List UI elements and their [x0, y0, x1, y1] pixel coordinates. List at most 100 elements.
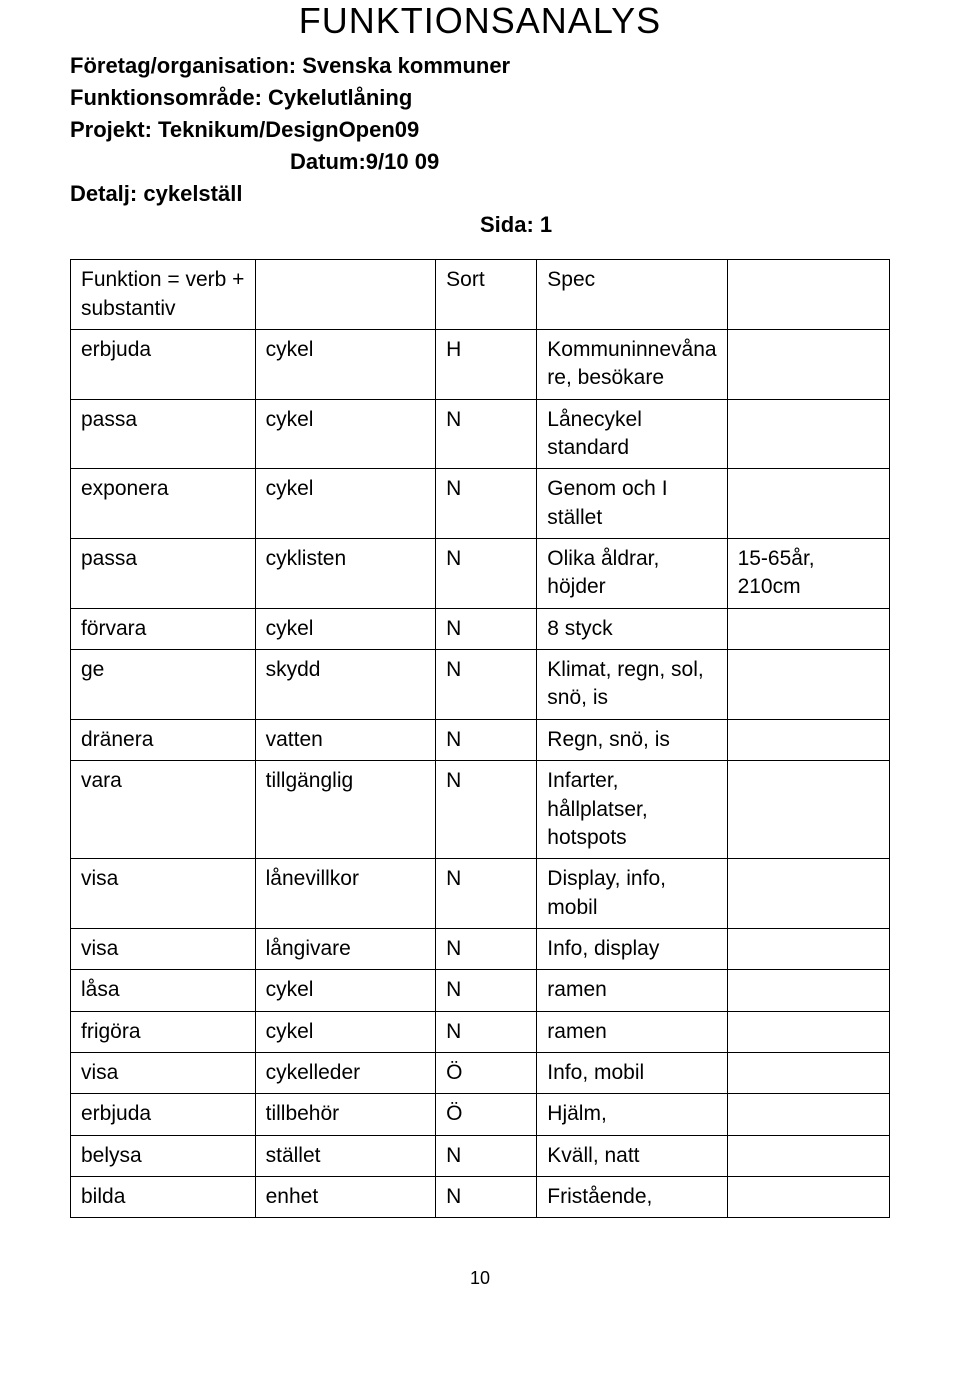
cell-spec: Info, mobil — [537, 1052, 727, 1093]
cell-noun: cyklisten — [255, 539, 436, 609]
cell-verb: dränera — [71, 719, 256, 760]
cell-extra — [727, 330, 889, 400]
cell-verb: belysa — [71, 1135, 256, 1176]
cell-verb: exponera — [71, 469, 256, 539]
cell-extra — [727, 469, 889, 539]
cell-verb: erbjuda — [71, 1094, 256, 1135]
cell-extra — [727, 761, 889, 859]
cell-sort: N — [436, 1135, 537, 1176]
cell-noun: cykel — [255, 1011, 436, 1052]
table-row: erbjudatillbehörÖHjälm, — [71, 1094, 890, 1135]
cell-verb: visa — [71, 928, 256, 969]
header-spec: Spec — [537, 260, 727, 330]
cell-noun: cykel — [255, 970, 436, 1011]
cell-extra — [727, 1011, 889, 1052]
document-page: FUNKTIONSANALYS Företag/organisation: Sv… — [0, 0, 960, 1329]
cell-spec: Infarter, hållplatser, hotspots — [537, 761, 727, 859]
function-analysis-table: Funktion = verb + substantivSortSpecerbj… — [70, 259, 890, 1218]
meta-area-label: Funktionsområde: — [70, 85, 262, 110]
cell-noun: långivare — [255, 928, 436, 969]
cell-extra — [727, 399, 889, 469]
meta-org-value: Svenska kommuner — [302, 53, 510, 78]
cell-spec: Genom och I stället — [537, 469, 727, 539]
meta-date-value: 9/10 09 — [366, 149, 439, 174]
cell-verb: vara — [71, 761, 256, 859]
cell-extra — [727, 719, 889, 760]
header-extra — [727, 260, 889, 330]
cell-sort: N — [436, 469, 537, 539]
cell-extra — [727, 1052, 889, 1093]
cell-verb: passa — [71, 539, 256, 609]
header-function: Funktion = verb + substantiv — [71, 260, 256, 330]
table-row: exponeracykelNGenom och I stället — [71, 469, 890, 539]
cell-spec: Lånecykel standard — [537, 399, 727, 469]
cell-extra — [727, 1135, 889, 1176]
cell-verb: förvara — [71, 608, 256, 649]
cell-spec: Hjälm, — [537, 1094, 727, 1135]
cell-spec: Display, info, mobil — [537, 859, 727, 929]
meta-project-value: Teknikum/DesignOpen09 — [158, 117, 419, 142]
cell-sort: N — [436, 719, 537, 760]
cell-sort: N — [436, 650, 537, 720]
header-sort: Sort — [436, 260, 537, 330]
cell-extra — [727, 928, 889, 969]
cell-verb: låsa — [71, 970, 256, 1011]
cell-verb: visa — [71, 1052, 256, 1093]
header-empty — [255, 260, 436, 330]
cell-noun: lånevillkor — [255, 859, 436, 929]
cell-spec: Regn, snö, is — [537, 719, 727, 760]
table-row: låsacykelNramen — [71, 970, 890, 1011]
cell-verb: ge — [71, 650, 256, 720]
cell-sort: N — [436, 539, 537, 609]
cell-sort: N — [436, 608, 537, 649]
cell-verb: visa — [71, 859, 256, 929]
table-row: visalånevillkorNDisplay, info, mobil — [71, 859, 890, 929]
cell-noun: tillgänglig — [255, 761, 436, 859]
table-row: visacykellederÖInfo, mobil — [71, 1052, 890, 1093]
table-row: passacykelNLånecykel standard — [71, 399, 890, 469]
cell-extra — [727, 859, 889, 929]
cell-spec: ramen — [537, 1011, 727, 1052]
cell-sort: H — [436, 330, 537, 400]
cell-sort: N — [436, 1011, 537, 1052]
meta-detail-value: cykelställ — [143, 181, 242, 206]
cell-verb: bilda — [71, 1176, 256, 1217]
cell-spec: ramen — [537, 970, 727, 1011]
cell-noun: cykel — [255, 608, 436, 649]
cell-noun: vatten — [255, 719, 436, 760]
cell-verb: erbjuda — [71, 330, 256, 400]
cell-sort: N — [436, 970, 537, 1011]
cell-sort: N — [436, 399, 537, 469]
cell-extra — [727, 970, 889, 1011]
table-row: passacyklistenNOlika åldrar, höjder15-65… — [71, 539, 890, 609]
cell-sort: Ö — [436, 1094, 537, 1135]
cell-spec: Kommuninnevånare, besökare — [537, 330, 727, 400]
cell-sort: N — [436, 761, 537, 859]
cell-extra — [727, 1176, 889, 1217]
table-header-row: Funktion = verb + substantiv SortSpec — [71, 260, 890, 330]
page-number: 10 — [70, 1268, 890, 1289]
meta-date-label: Datum: — [290, 149, 366, 174]
meta-area-value: Cykelutlåning — [268, 85, 412, 110]
cell-spec: 8 styck — [537, 608, 727, 649]
cell-spec: Kväll, natt — [537, 1135, 727, 1176]
table-row: dräneravattenNRegn, snö, is — [71, 719, 890, 760]
cell-noun: stället — [255, 1135, 436, 1176]
cell-sort: Ö — [436, 1052, 537, 1093]
page-title: FUNKTIONSANALYS — [70, 0, 890, 42]
cell-noun: tillbehör — [255, 1094, 436, 1135]
table-row: bildaenhetNFristående, — [71, 1176, 890, 1217]
cell-sort: N — [436, 1176, 537, 1217]
meta-date: Datum:9/10 09 — [70, 146, 890, 178]
cell-extra: 15-65år, 210cm — [727, 539, 889, 609]
table-row: visalångivareNInfo, display — [71, 928, 890, 969]
metadata-block: Företag/organisation: Svenska kommuner F… — [70, 50, 890, 241]
cell-verb: passa — [71, 399, 256, 469]
meta-page: Sida: 1 — [70, 209, 890, 241]
cell-noun: cykel — [255, 399, 436, 469]
table-row: erbjudacykelHKommuninnevånare, besökare — [71, 330, 890, 400]
cell-noun: skydd — [255, 650, 436, 720]
cell-spec: Fristående, — [537, 1176, 727, 1217]
meta-org-label: Företag/organisation: — [70, 53, 296, 78]
cell-verb: frigöra — [71, 1011, 256, 1052]
